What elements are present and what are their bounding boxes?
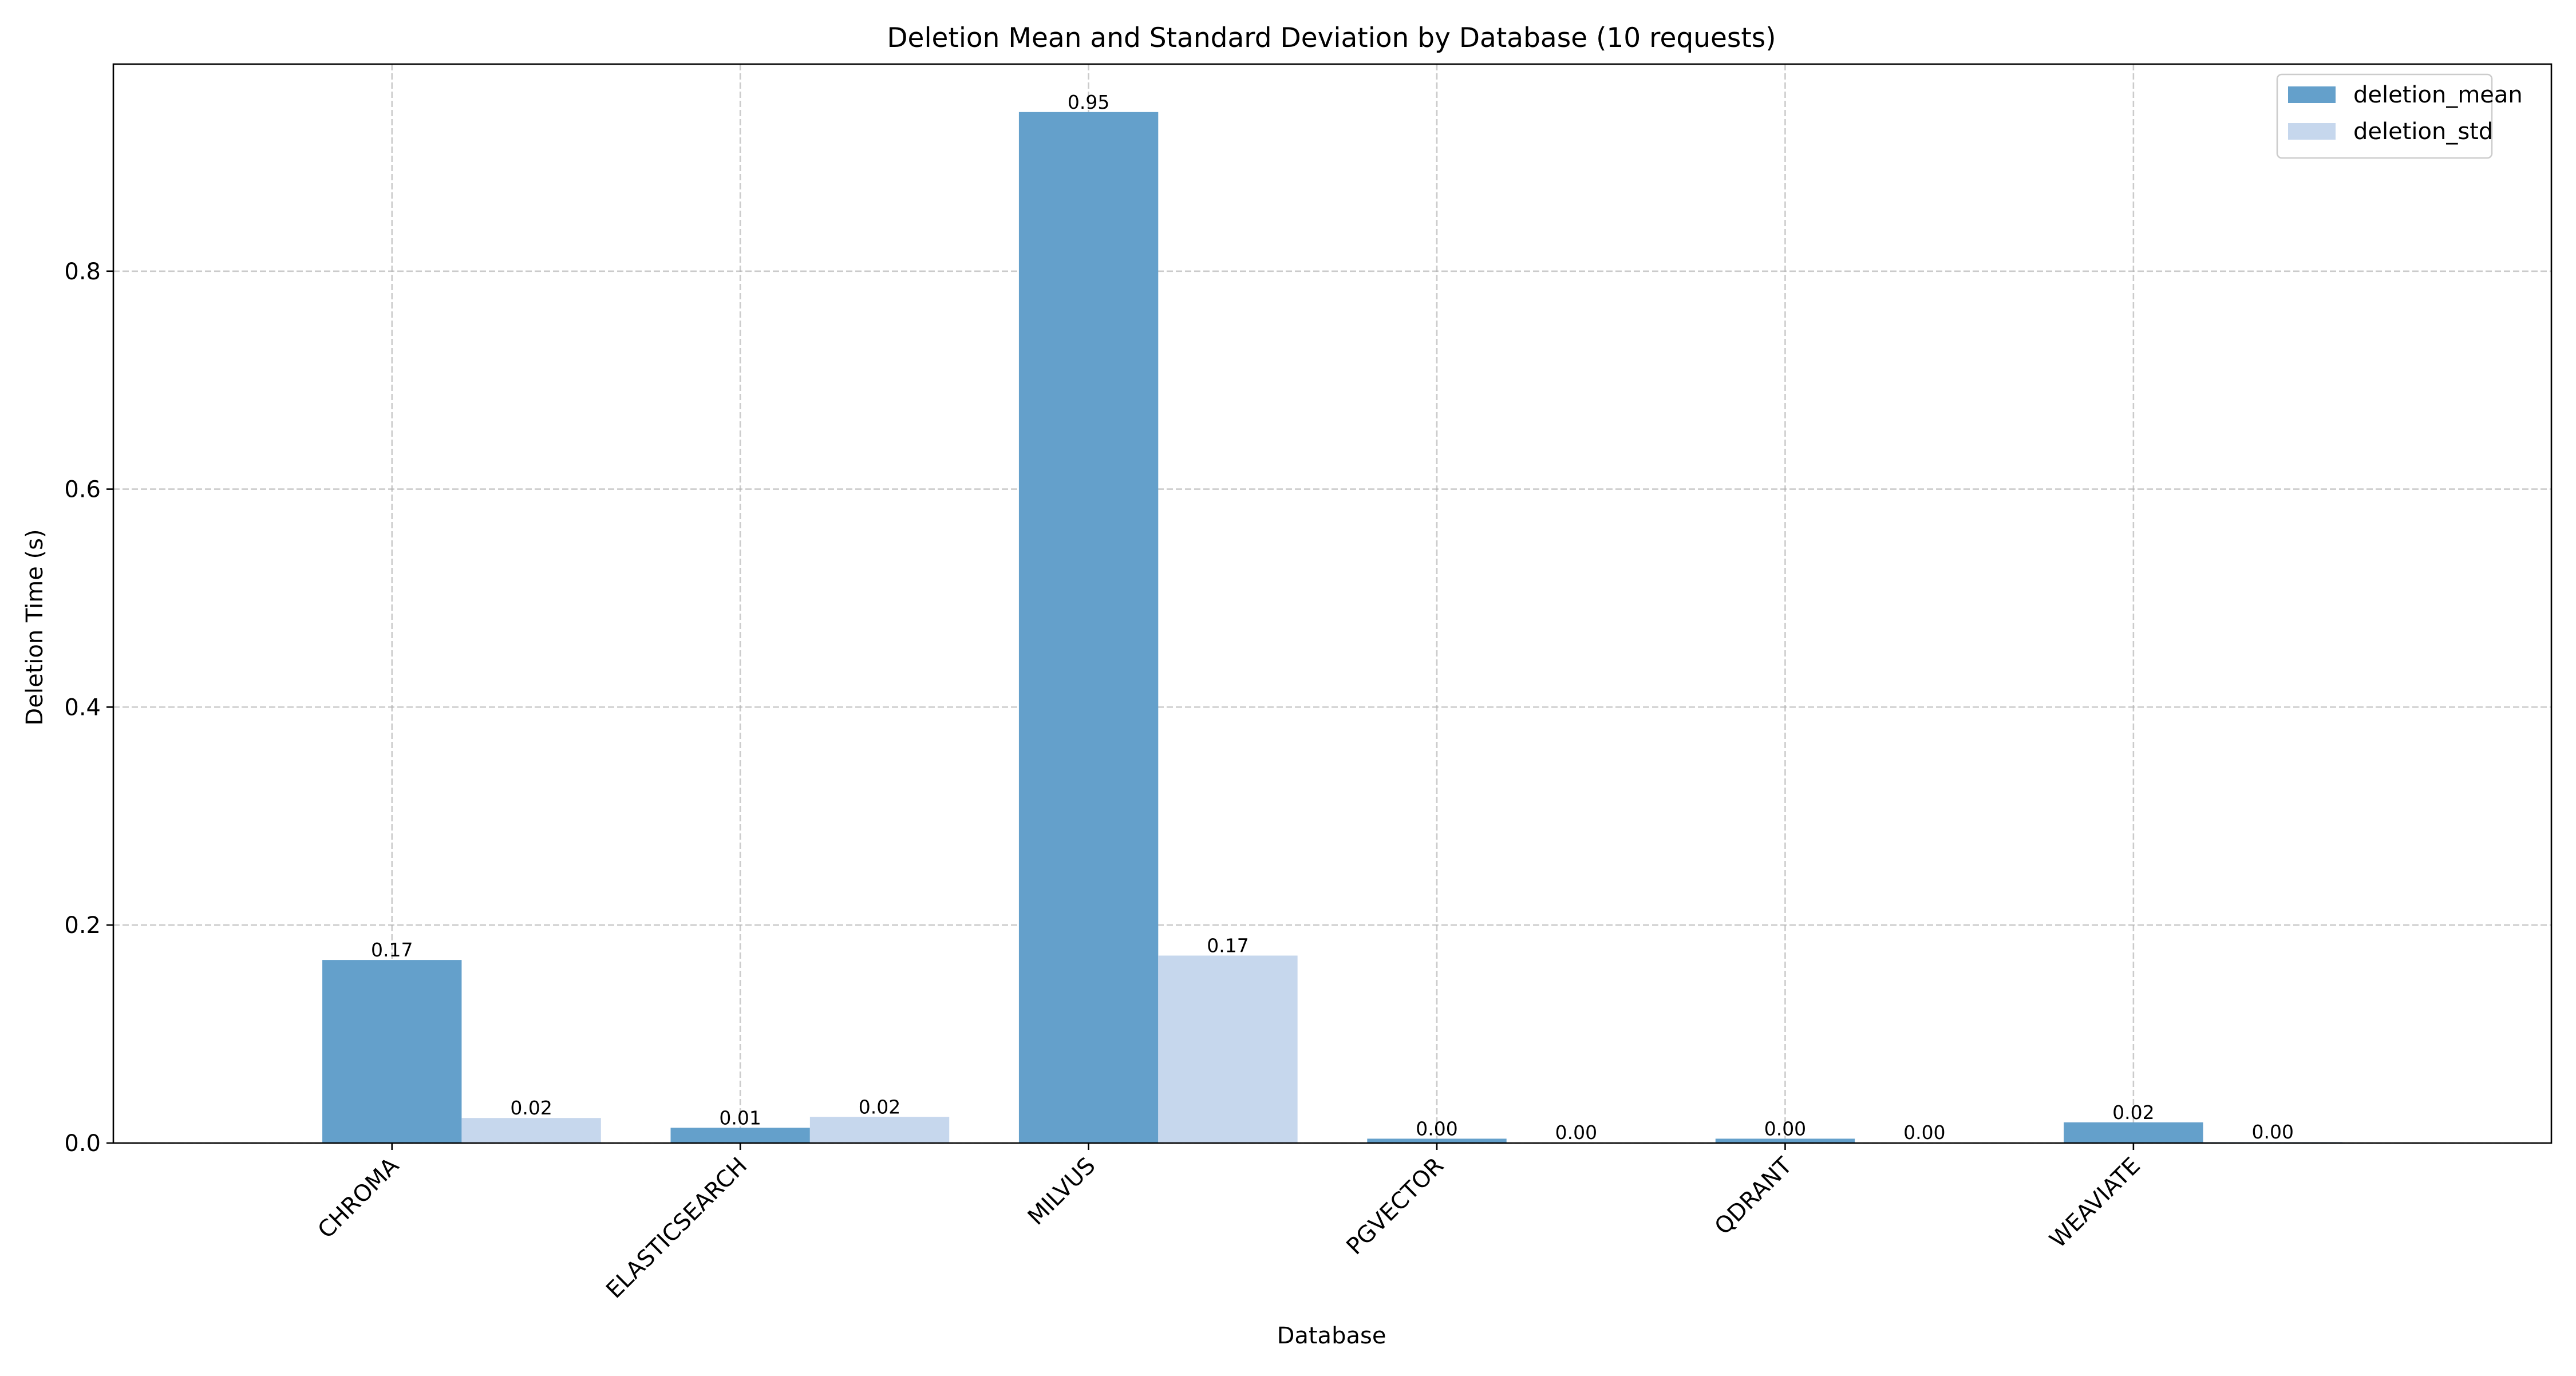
bar-deletion-std-milvus bbox=[1158, 955, 1298, 1143]
data-label-deletion-std-weaviate: 0.00 bbox=[2252, 1121, 2294, 1143]
y-tick-label: 0.2 bbox=[64, 912, 101, 939]
data-label-deletion-mean-milvus: 0.95 bbox=[1068, 91, 1109, 113]
data-labels-layer: 0.17 0.01 0.95 0.00 0.00 0.02 0.02 0.02 0.17 0.00… bbox=[371, 91, 2294, 1144]
y-tick-label: 0.6 bbox=[64, 477, 101, 503]
x-axis-title: Database bbox=[1277, 1323, 1386, 1349]
bar-deletion-mean-qdrant bbox=[1715, 1138, 1855, 1143]
legend: deletion_mean deletion_std bbox=[2276, 73, 2523, 159]
y-tick-label: 0.0 bbox=[64, 1130, 101, 1157]
data-label-deletion-std-chroma: 0.02 bbox=[510, 1097, 552, 1119]
bar-deletion-mean-milvus bbox=[1018, 112, 1159, 1143]
legend-label-deletion-mean: deletion_mean bbox=[2353, 82, 2523, 108]
data-label-deletion-std-pgvector: 0.00 bbox=[1555, 1121, 1597, 1144]
y-axis-title: Deletion Time (s) bbox=[22, 529, 48, 725]
data-label-deletion-std-milvus: 0.17 bbox=[1207, 935, 1249, 957]
bar-deletion-mean-weaviate bbox=[2064, 1122, 2203, 1143]
data-label-deletion-mean-weaviate: 0.02 bbox=[2112, 1101, 2154, 1124]
data-label-deletion-mean-pgvector: 0.00 bbox=[1416, 1117, 1457, 1140]
data-label-deletion-std-qdrant: 0.00 bbox=[1903, 1121, 1945, 1144]
bars-layer bbox=[322, 112, 2342, 1143]
data-label-deletion-std-elasticsearch: 0.02 bbox=[859, 1096, 900, 1118]
data-label-deletion-mean-chroma: 0.17 bbox=[371, 939, 413, 961]
data-label-deletion-mean-elasticsearch: 0.01 bbox=[719, 1106, 761, 1129]
bar-deletion-mean-chroma bbox=[322, 960, 462, 1143]
legend-swatch-deletion-mean bbox=[2288, 86, 2336, 103]
y-tick-label: 0.8 bbox=[64, 259, 101, 285]
plot-frame bbox=[112, 63, 2553, 1144]
bar-deletion-std-chroma bbox=[461, 1118, 601, 1143]
data-label-deletion-mean-qdrant: 0.00 bbox=[1764, 1117, 1806, 1140]
bar-deletion-mean-elasticsearch bbox=[670, 1128, 810, 1143]
chart-title: Deletion Mean and Standard Deviation by … bbox=[887, 22, 1776, 54]
y-tick-label: 0.4 bbox=[64, 694, 101, 721]
legend-label-deletion-std: deletion_std bbox=[2353, 118, 2493, 145]
legend-swatch-deletion-std bbox=[2288, 123, 2336, 140]
bar-deletion-mean-pgvector bbox=[1367, 1138, 1507, 1143]
bar-deletion-std-elasticsearch bbox=[809, 1117, 950, 1143]
